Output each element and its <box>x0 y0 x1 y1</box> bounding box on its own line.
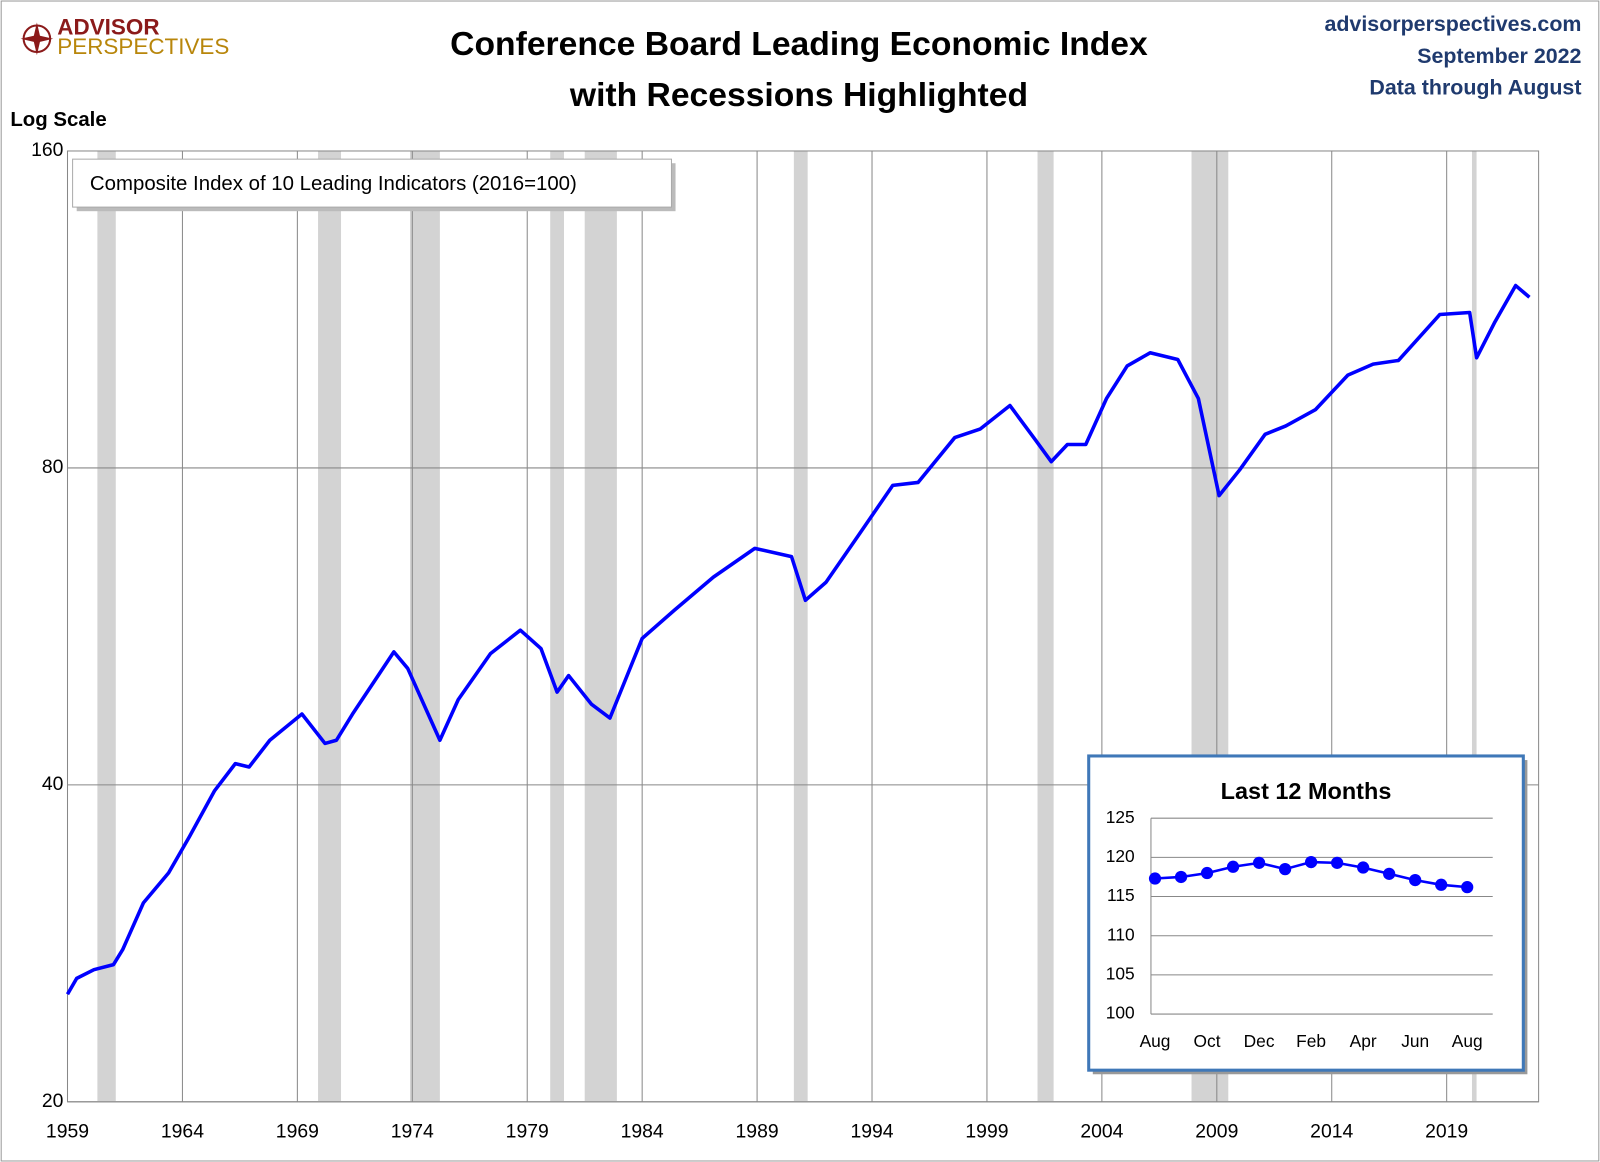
logo-text: ADVISOR <box>57 14 159 39</box>
recession-band <box>793 150 808 1102</box>
x-tick-label: 1994 <box>850 1121 893 1143</box>
x-tick-label: 2019 <box>1425 1121 1468 1143</box>
x-tick-label: Jun <box>1401 1031 1429 1051</box>
y-tick-label: 160 <box>31 139 64 161</box>
point <box>1200 866 1214 880</box>
recession-band <box>550 150 565 1102</box>
x-tick-label: 2004 <box>1080 1121 1123 1143</box>
chart-title: Conference Board Leading Economic Index <box>450 26 1148 63</box>
x-tick-label: Feb <box>1296 1031 1326 1051</box>
y-tick-label: 20 <box>42 1090 64 1112</box>
y-tick-label: 100 <box>1106 1003 1135 1023</box>
inset-title: Last 12 Months <box>1221 778 1392 804</box>
y-tick-label: 105 <box>1106 963 1135 983</box>
y-tick-label: 80 <box>42 456 64 478</box>
point <box>1331 856 1344 869</box>
x-tick-label: Apr <box>1350 1031 1377 1051</box>
x-tick-label: 1979 <box>506 1121 549 1143</box>
point <box>1226 860 1240 873</box>
y-tick-label: 40 <box>42 773 64 795</box>
point <box>1304 855 1318 869</box>
y-tick-label: 120 <box>1106 846 1135 866</box>
y-tick-label: 125 <box>1106 807 1135 827</box>
source: Data through August <box>1369 75 1581 99</box>
x-tick-label: Aug <box>1452 1031 1483 1051</box>
point <box>1174 870 1188 884</box>
x-tick-label: 1969 <box>276 1121 319 1143</box>
point <box>1357 861 1370 874</box>
x-tick-label: 1984 <box>621 1121 664 1143</box>
recession-band <box>1037 150 1054 1102</box>
series-line <box>65 283 1531 996</box>
x-tick-label: Aug <box>1140 1031 1171 1051</box>
x-tick-label: Dec <box>1244 1031 1275 1051</box>
recession-band <box>318 150 342 1102</box>
y-tick-label: 115 <box>1107 885 1135 905</box>
recession-band <box>97 150 116 1102</box>
x-tick-label: Oct <box>1194 1031 1221 1051</box>
point <box>1409 873 1422 887</box>
point <box>1435 878 1448 891</box>
point <box>1278 863 1292 876</box>
inset: Last 12 Months 100 105 110 115 120 125 Aug Oct De… <box>1087 754 1528 1075</box>
x-tick-label: 1964 <box>161 1121 204 1143</box>
recession-band <box>584 150 617 1102</box>
chart-title: with Recessions Highlighted <box>569 77 1028 114</box>
point <box>1383 867 1396 880</box>
recession-band <box>1471 150 1477 1102</box>
logo-text: PERSPECTIVES <box>57 34 229 59</box>
point <box>1461 881 1474 894</box>
x-tick-label: 1974 <box>391 1121 434 1143</box>
point <box>1252 856 1266 869</box>
y-axis-label: Log Scale <box>10 109 106 131</box>
x-tick-label: 1999 <box>965 1121 1008 1143</box>
logo-star <box>20 22 54 56</box>
x-tick-label: 2009 <box>1195 1121 1238 1143</box>
y-tick-label: 110 <box>1107 924 1135 944</box>
logo: ADVISOR PERSPECTIVES <box>20 14 229 59</box>
legend-box <box>72 158 672 208</box>
legend-label: Composite Index of 10 Leading Indicators… <box>90 173 577 195</box>
x-tick-label: 1989 <box>736 1121 779 1143</box>
x-tick-label: 2014 <box>1310 1121 1353 1143</box>
point <box>1148 872 1162 885</box>
source: advisorperspectives.com <box>1324 12 1581 36</box>
recession-band <box>409 150 440 1102</box>
inset-box <box>1087 754 1525 1072</box>
source: September 2022 <box>1417 44 1581 68</box>
x-tick-label: 1959 <box>46 1121 89 1143</box>
